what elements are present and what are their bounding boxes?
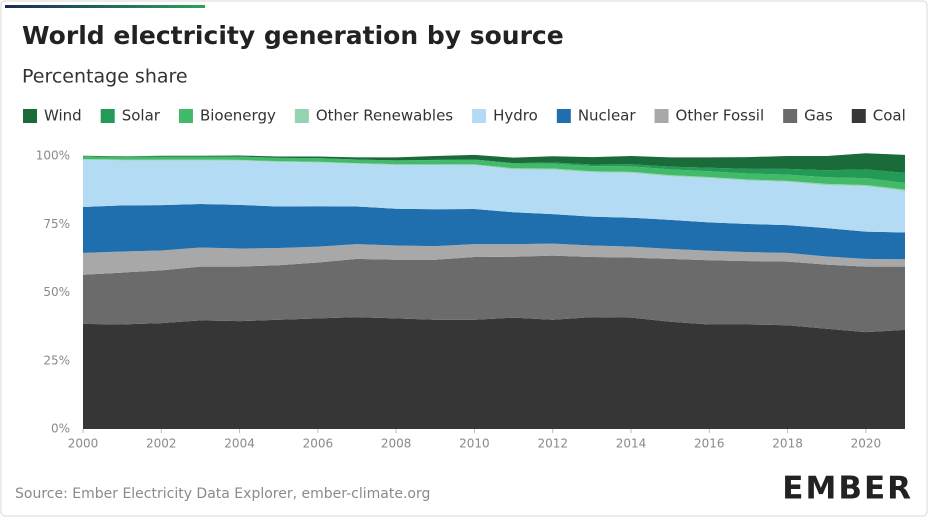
legend-swatch <box>783 109 798 123</box>
legend-label: Hydro <box>493 107 538 125</box>
x-tick-label: 2008 <box>381 437 412 451</box>
chart-subtitle: Percentage share <box>22 66 188 88</box>
area <box>83 159 905 233</box>
chart-title: World electricity generation by source <box>22 21 564 50</box>
legend-label: Other Renewables <box>316 107 453 125</box>
area <box>83 204 905 260</box>
y-tick-label: 50% <box>43 285 70 299</box>
x-tick-label: 2012 <box>537 437 568 451</box>
legend-label: Bioenergy <box>200 107 276 125</box>
legend-label: Other Fossil <box>676 107 765 125</box>
x-tick-label: 2018 <box>772 437 803 451</box>
legend-label: Wind <box>44 107 82 125</box>
y-tick-label: 0% <box>51 422 70 436</box>
legend-swatch <box>654 109 669 123</box>
area <box>83 156 905 184</box>
legend-label: Coal <box>873 107 906 125</box>
x-tick-label: 2006 <box>303 437 334 451</box>
legend-swatch <box>178 109 193 123</box>
x-tick-label: 2000 <box>68 437 99 451</box>
legend-swatch <box>23 109 37 123</box>
x-tick-label: 2004 <box>224 437 255 451</box>
area <box>83 243 905 275</box>
x-tick-label: 2016 <box>694 437 725 451</box>
legend-swatch <box>100 109 115 123</box>
x-tick-label: 2014 <box>616 437 647 451</box>
x-tick-label: 2010 <box>459 437 490 451</box>
area <box>83 317 905 429</box>
y-tick-label: 25% <box>43 353 70 367</box>
legend-swatch <box>472 109 487 123</box>
x-tick-label: 2002 <box>146 437 177 451</box>
legend-label: Solar <box>122 107 161 125</box>
x-tick-label: 2020 <box>851 437 882 451</box>
logo: EMBER <box>782 471 913 507</box>
area <box>83 153 905 173</box>
y-tick-label: 75% <box>43 217 70 231</box>
legend-label: Gas <box>804 107 833 125</box>
source: Source: Ember Electricity Data Explorer,… <box>15 486 430 502</box>
legend-swatch <box>556 109 571 123</box>
legend-swatch <box>294 109 309 123</box>
area <box>83 255 905 333</box>
legend-swatch <box>851 109 866 123</box>
legend-label: Nuclear <box>578 107 637 125</box>
y-tick-label: 100% <box>36 149 70 163</box>
top-accent <box>5 5 205 8</box>
area <box>83 156 905 190</box>
